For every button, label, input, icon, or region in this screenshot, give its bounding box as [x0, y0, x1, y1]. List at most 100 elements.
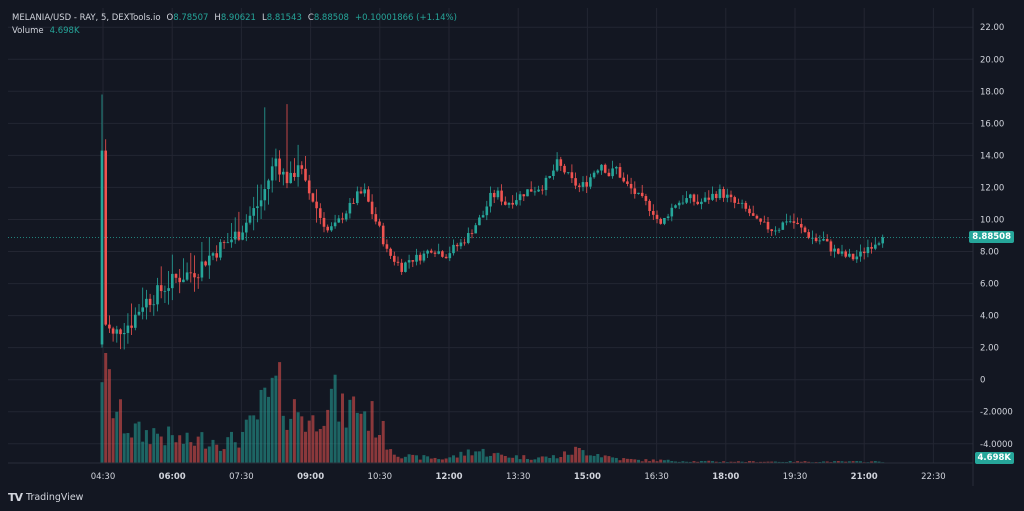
- volume-bar: [551, 455, 555, 463]
- volume-bar: [873, 461, 877, 463]
- candle-body: [633, 188, 637, 194]
- candle-body: [326, 226, 329, 231]
- candle-body: [145, 298, 148, 308]
- volume-bar: [718, 461, 722, 463]
- volume-bar: [289, 418, 293, 463]
- volume-bar: [200, 432, 204, 463]
- volume-bar: [648, 461, 652, 463]
- volume-bar: [555, 458, 559, 463]
- candle-body: [311, 193, 315, 202]
- volume-bar: [762, 461, 766, 463]
- candle-body: [822, 239, 825, 241]
- candle-body: [803, 227, 807, 233]
- candle-body: [515, 200, 518, 205]
- candle-body: [307, 180, 311, 194]
- candle-body: [777, 229, 781, 231]
- volume-bar: [485, 456, 489, 463]
- volume-bar: [788, 460, 792, 463]
- time-tick-label: 21:00: [851, 472, 878, 482]
- volume-bar: [770, 461, 774, 463]
- symbol-title[interactable]: MELANIA/USD - RAY, 5, DEXTools.io: [12, 13, 161, 23]
- volume-bar: [644, 459, 648, 463]
- volume-label[interactable]: Volume: [12, 26, 44, 36]
- volume-bar: [640, 461, 644, 463]
- volume-bar: [688, 461, 692, 463]
- volume-bar: [477, 451, 481, 463]
- volume-bar: [370, 401, 374, 463]
- candle-body: [674, 205, 677, 208]
- candle-body: [507, 202, 511, 205]
- volume-bar: [304, 431, 307, 463]
- volume-bar: [840, 461, 844, 463]
- candle-body: [437, 251, 440, 254]
- volume-bar: [122, 433, 126, 463]
- candle-body: [563, 165, 566, 173]
- last-price-badge: 8.88508: [969, 231, 1014, 243]
- volume-bar: [278, 362, 282, 463]
- candle-body: [111, 328, 115, 334]
- volume-bar: [207, 446, 211, 463]
- tradingview-brand[interactable]: TV TradingView: [8, 491, 83, 504]
- candle-body: [640, 192, 644, 197]
- candle-body: [655, 214, 659, 219]
- volume-bar: [729, 461, 733, 463]
- candle-body: [370, 201, 374, 215]
- volume-bar: [403, 456, 407, 463]
- candle-body: [511, 202, 514, 205]
- candle-body: [174, 273, 178, 278]
- candle-body: [814, 237, 818, 242]
- candle-body: [548, 176, 551, 178]
- volume-bar: [344, 427, 348, 463]
- volume-bar: [352, 396, 356, 463]
- volume-bar: [296, 412, 300, 463]
- candle-body: [418, 254, 422, 261]
- candle-body: [178, 277, 181, 283]
- volume-bar: [548, 457, 552, 463]
- volume-bar: [581, 450, 585, 463]
- volume-bar: [259, 389, 263, 463]
- candle-body: [444, 256, 448, 259]
- volume-bar: [633, 459, 637, 463]
- candle-body: [677, 202, 681, 206]
- high-value: 8.90621: [220, 13, 256, 23]
- tradingview-logo-icon: TV: [8, 491, 23, 504]
- price-tick-label: 8.00: [980, 248, 999, 258]
- candle-body: [737, 202, 740, 204]
- candle-body: [356, 191, 359, 204]
- volume-bar: [566, 454, 570, 463]
- candle-body: [552, 170, 555, 177]
- candle-body: [137, 311, 141, 315]
- candle-body: [381, 225, 385, 245]
- volume-bar: [174, 442, 178, 463]
- time-axis[interactable]: 04:30 06:00 07:30 09:00 10:30 12:00 13:30 15:00…: [91, 472, 946, 482]
- chart-legend: MELANIA/USD - RAY, 5, DEXTools.io O8.785…: [12, 12, 457, 38]
- price-tick-label: -2.0000: [980, 408, 1013, 418]
- candle-body: [341, 218, 344, 220]
- candle-body: [851, 253, 855, 260]
- candle-body: [700, 201, 703, 205]
- candle-body: [537, 189, 540, 192]
- volume-bar: [407, 454, 411, 463]
- volume-bar: [115, 411, 119, 463]
- candle-body: [104, 150, 107, 325]
- volume-bar: [844, 461, 848, 463]
- volume-bar: [170, 435, 174, 463]
- candle-body: [241, 232, 244, 240]
- volume-bar: [507, 457, 511, 463]
- volume-bar: [196, 436, 200, 463]
- candle-body: [422, 253, 426, 261]
- volume-bar: [751, 461, 755, 463]
- candle-body: [267, 180, 270, 190]
- candle-body: [348, 202, 352, 214]
- candle-body: [185, 272, 189, 280]
- volume-bar: [766, 461, 770, 463]
- candle-body: [148, 298, 152, 305]
- volume-bar: [659, 459, 663, 463]
- price-axis[interactable]: 22.00 20.00 18.00 16.00 14.00 12.00 10.00 8.00 6…: [980, 23, 1013, 450]
- volume-bar: [859, 461, 862, 463]
- candle-body: [666, 216, 670, 218]
- candle-body: [574, 178, 577, 186]
- volume-bar: [796, 461, 800, 463]
- candle-body: [707, 197, 711, 200]
